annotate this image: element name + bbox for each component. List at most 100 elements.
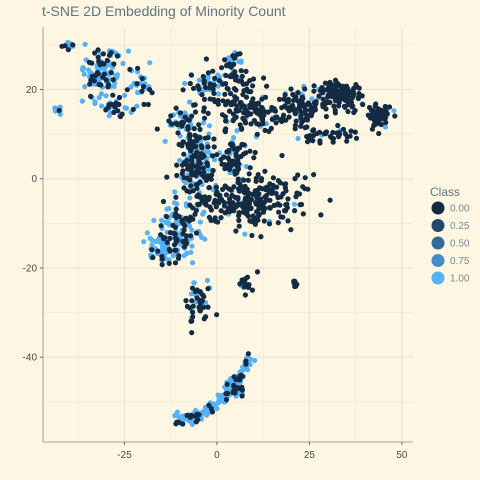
data-point [344, 93, 350, 99]
y-tick-label: 20 [26, 85, 38, 96]
data-point [308, 113, 314, 119]
data-point [331, 103, 337, 109]
data-point [187, 177, 193, 183]
data-point [240, 115, 246, 121]
data-point [337, 131, 343, 138]
data-point [330, 135, 337, 142]
data-point [292, 208, 298, 214]
data-point [225, 390, 231, 396]
y-tick-label: -20 [23, 263, 38, 274]
data-point [164, 206, 170, 212]
data-point [201, 174, 207, 180]
data-point [241, 142, 247, 148]
data-point [317, 138, 323, 144]
data-point [251, 155, 257, 161]
data-point [203, 84, 209, 91]
data-point [226, 108, 233, 114]
data-point [194, 137, 200, 143]
data-point [151, 217, 157, 223]
data-point [153, 238, 159, 245]
data-point [187, 80, 193, 87]
data-point [260, 107, 266, 113]
data-point [245, 367, 251, 373]
x-tick-label: 50 [396, 450, 408, 461]
data-point [211, 96, 217, 103]
data-point [233, 377, 239, 383]
data-point [82, 41, 88, 47]
data-point [260, 121, 266, 127]
data-point [373, 101, 379, 107]
data-point [309, 96, 315, 102]
data-point [182, 110, 188, 116]
data-point [383, 112, 389, 118]
data-point [115, 108, 121, 114]
data-point [190, 85, 197, 91]
data-point [250, 83, 256, 89]
data-point [159, 262, 165, 268]
data-point [206, 123, 212, 129]
data-point [252, 149, 258, 156]
data-point [205, 286, 211, 292]
data-point [334, 98, 340, 104]
data-point [95, 47, 101, 53]
data-point [233, 114, 239, 120]
data-point [171, 230, 177, 236]
data-point [144, 230, 150, 236]
data-point [186, 117, 192, 123]
data-point [168, 113, 174, 119]
data-point [201, 79, 207, 85]
data-point [111, 109, 117, 115]
data-point [189, 227, 195, 233]
data-point [232, 159, 238, 166]
data-point [188, 214, 194, 220]
data-point [262, 94, 269, 100]
data-point [323, 131, 329, 137]
data-point [345, 108, 351, 115]
data-point [206, 85, 212, 91]
data-point [205, 173, 211, 179]
data-point [226, 186, 232, 192]
data-point [267, 181, 273, 187]
data-point [187, 99, 193, 105]
data-point [221, 154, 227, 160]
data-point [335, 122, 341, 129]
data-point [183, 215, 189, 221]
data-point [340, 93, 346, 99]
data-point [234, 203, 240, 209]
data-point [300, 184, 306, 190]
data-point [283, 181, 289, 187]
data-point [180, 87, 186, 93]
data-point [383, 119, 389, 126]
data-point [297, 202, 303, 208]
data-point [288, 227, 294, 233]
data-point [247, 165, 253, 171]
data-point [166, 260, 172, 266]
data-point [188, 172, 195, 178]
data-point [92, 50, 98, 56]
data-point [229, 144, 236, 150]
data-point [200, 165, 206, 171]
data-point [176, 253, 182, 259]
data-point [219, 65, 225, 71]
data-point [119, 111, 125, 117]
data-point [179, 122, 185, 128]
data-point [233, 228, 239, 234]
data-point [179, 162, 185, 168]
data-point [330, 129, 336, 136]
data-point [223, 397, 230, 403]
data-point [261, 218, 267, 224]
data-point [200, 120, 207, 126]
y-axis-ticks: -40 -20 0 20 [23, 85, 43, 364]
data-point [191, 126, 197, 132]
data-point [166, 222, 172, 228]
data-point [180, 139, 186, 145]
data-point [173, 211, 179, 217]
data-point [215, 101, 221, 107]
data-point [278, 194, 284, 200]
data-point [236, 78, 242, 84]
data-point [275, 220, 281, 226]
data-point [187, 147, 193, 153]
data-point [247, 197, 253, 203]
data-point [230, 53, 236, 59]
data-point [205, 70, 211, 76]
